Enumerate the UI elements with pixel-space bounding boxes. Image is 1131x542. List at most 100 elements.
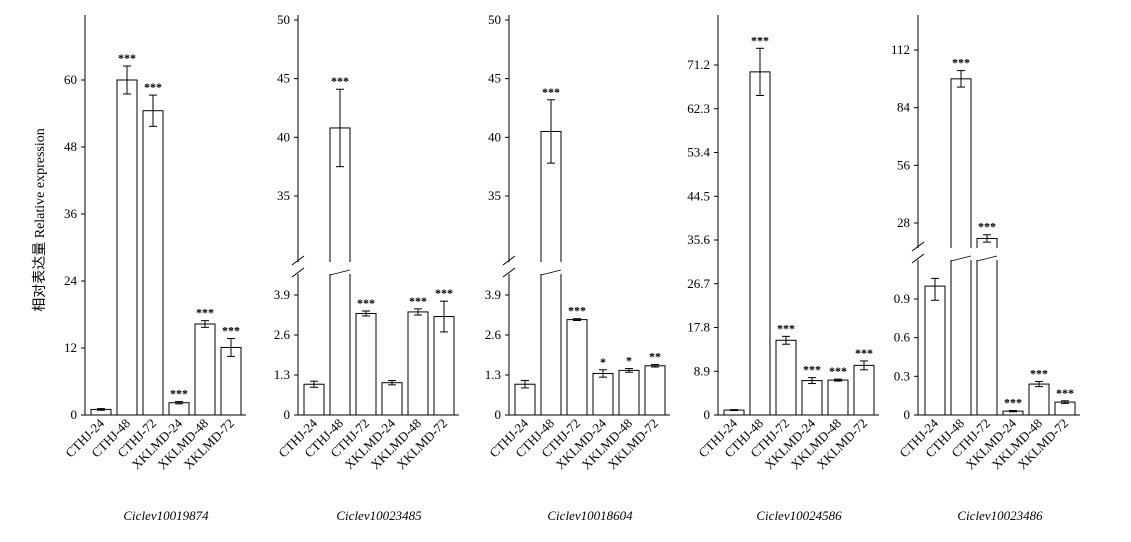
y-tick-label: 0 (284, 407, 291, 422)
bar (168, 402, 190, 416)
y-tick-label: 8.9 (694, 363, 710, 378)
bar (775, 339, 797, 416)
y-tick-label: 36 (64, 206, 78, 221)
y-tick-label: 84 (897, 100, 911, 115)
bar (303, 383, 325, 416)
gene-label: Ciclev10023486 (957, 508, 1043, 523)
bar (566, 319, 588, 416)
y-tick-label: 71.2 (687, 57, 710, 72)
bar (644, 365, 666, 416)
significance-label: *** (409, 294, 427, 308)
bar (116, 79, 138, 416)
y-tick-label: 0.9 (894, 291, 910, 306)
y-tick-label: 45 (488, 71, 501, 86)
significance-label: *** (978, 220, 996, 234)
y-tick-label: 62.3 (687, 101, 710, 116)
axis-break-mark (502, 255, 516, 266)
gene-label: Ciclev10024586 (756, 508, 842, 523)
y-tick-label: 40 (277, 129, 290, 144)
y-tick-label: 0 (704, 407, 711, 422)
axis-break-mark (911, 241, 925, 252)
significance-label: *** (1056, 386, 1074, 400)
bar (1054, 401, 1076, 416)
y-tick-label: 12 (64, 340, 77, 355)
y-tick-label: 48 (64, 139, 77, 154)
y-tick-label: 0 (495, 407, 502, 422)
bar (514, 383, 536, 416)
y-tick-label: 112 (891, 42, 910, 57)
y-tick-label: 56 (897, 157, 911, 172)
y-tick-label: 50 (488, 12, 501, 27)
axis-break-mark (291, 267, 305, 278)
significance-label: *** (196, 306, 214, 320)
y-tick-label: 17.8 (687, 320, 710, 335)
bar (1028, 383, 1050, 416)
significance-label: *** (435, 286, 453, 300)
y-tick-label: 24 (64, 273, 78, 288)
significance-label: *** (829, 364, 847, 378)
significance-label: * (600, 355, 606, 369)
axis-break-mark (911, 253, 925, 264)
significance-label: *** (357, 296, 375, 310)
y-tick-label: 1.3 (485, 367, 501, 382)
bar (381, 382, 403, 416)
significance-label: *** (222, 324, 240, 338)
y-tick-label: 35 (277, 188, 290, 203)
significance-label: *** (855, 346, 873, 360)
y-tick-label: 1.3 (274, 367, 290, 382)
y-tick-label: 35.6 (687, 232, 710, 247)
y-tick-label: 26.7 (687, 276, 710, 291)
significance-label: *** (952, 56, 970, 70)
y-tick-label: 45 (277, 71, 290, 86)
significance-label: *** (542, 85, 560, 99)
significance-label: *** (170, 387, 188, 401)
bar (827, 379, 849, 416)
bar (853, 364, 875, 416)
bar-break-mark (329, 269, 351, 276)
y-tick-label: 0 (904, 407, 911, 422)
bar (407, 311, 429, 416)
significance-label: *** (118, 51, 136, 65)
axis-break-mark (291, 255, 305, 266)
gene-label: Ciclev10019874 (123, 508, 209, 523)
y-tick-label: 2.6 (485, 327, 502, 342)
bar (355, 312, 377, 416)
y-tick-label: 35 (488, 188, 501, 203)
significance-label: *** (803, 363, 821, 377)
y-tick-label: 3.9 (485, 287, 501, 302)
bar-break-mark (976, 255, 998, 262)
y-tick-label: 40 (488, 129, 501, 144)
significance-label: *** (751, 33, 769, 47)
bar-break-mark (950, 255, 972, 262)
axis-break-mark (502, 267, 516, 278)
significance-label: *** (568, 304, 586, 318)
y-tick-label: 0.6 (894, 330, 911, 345)
bar (976, 237, 998, 416)
bar (950, 78, 972, 416)
bar (618, 369, 640, 416)
bar (194, 323, 216, 416)
significance-label: *** (331, 74, 349, 88)
gene-label: Ciclev10023485 (336, 508, 422, 523)
significance-label: ** (649, 350, 661, 364)
bar (220, 346, 242, 416)
y-tick-label: 0.3 (894, 368, 910, 383)
significance-label: *** (1004, 395, 1022, 409)
bar (142, 110, 164, 416)
bar (801, 380, 823, 416)
y-tick-label: 60 (64, 72, 77, 87)
bar-break-mark (540, 269, 562, 276)
y-tick-label: 53.4 (687, 145, 710, 160)
significance-label: *** (144, 80, 162, 94)
bar (924, 285, 946, 416)
significance-label: *** (777, 321, 795, 335)
significance-label: *** (1030, 366, 1048, 380)
y-tick-label: 44.5 (687, 188, 710, 203)
y-tick-label: 3.9 (274, 287, 290, 302)
y-tick-label: 50 (277, 12, 290, 27)
y-tick-label: 0 (71, 407, 78, 422)
gene-label: Ciclev10018604 (547, 508, 633, 523)
bar (592, 372, 614, 416)
significance-label: * (626, 354, 632, 368)
